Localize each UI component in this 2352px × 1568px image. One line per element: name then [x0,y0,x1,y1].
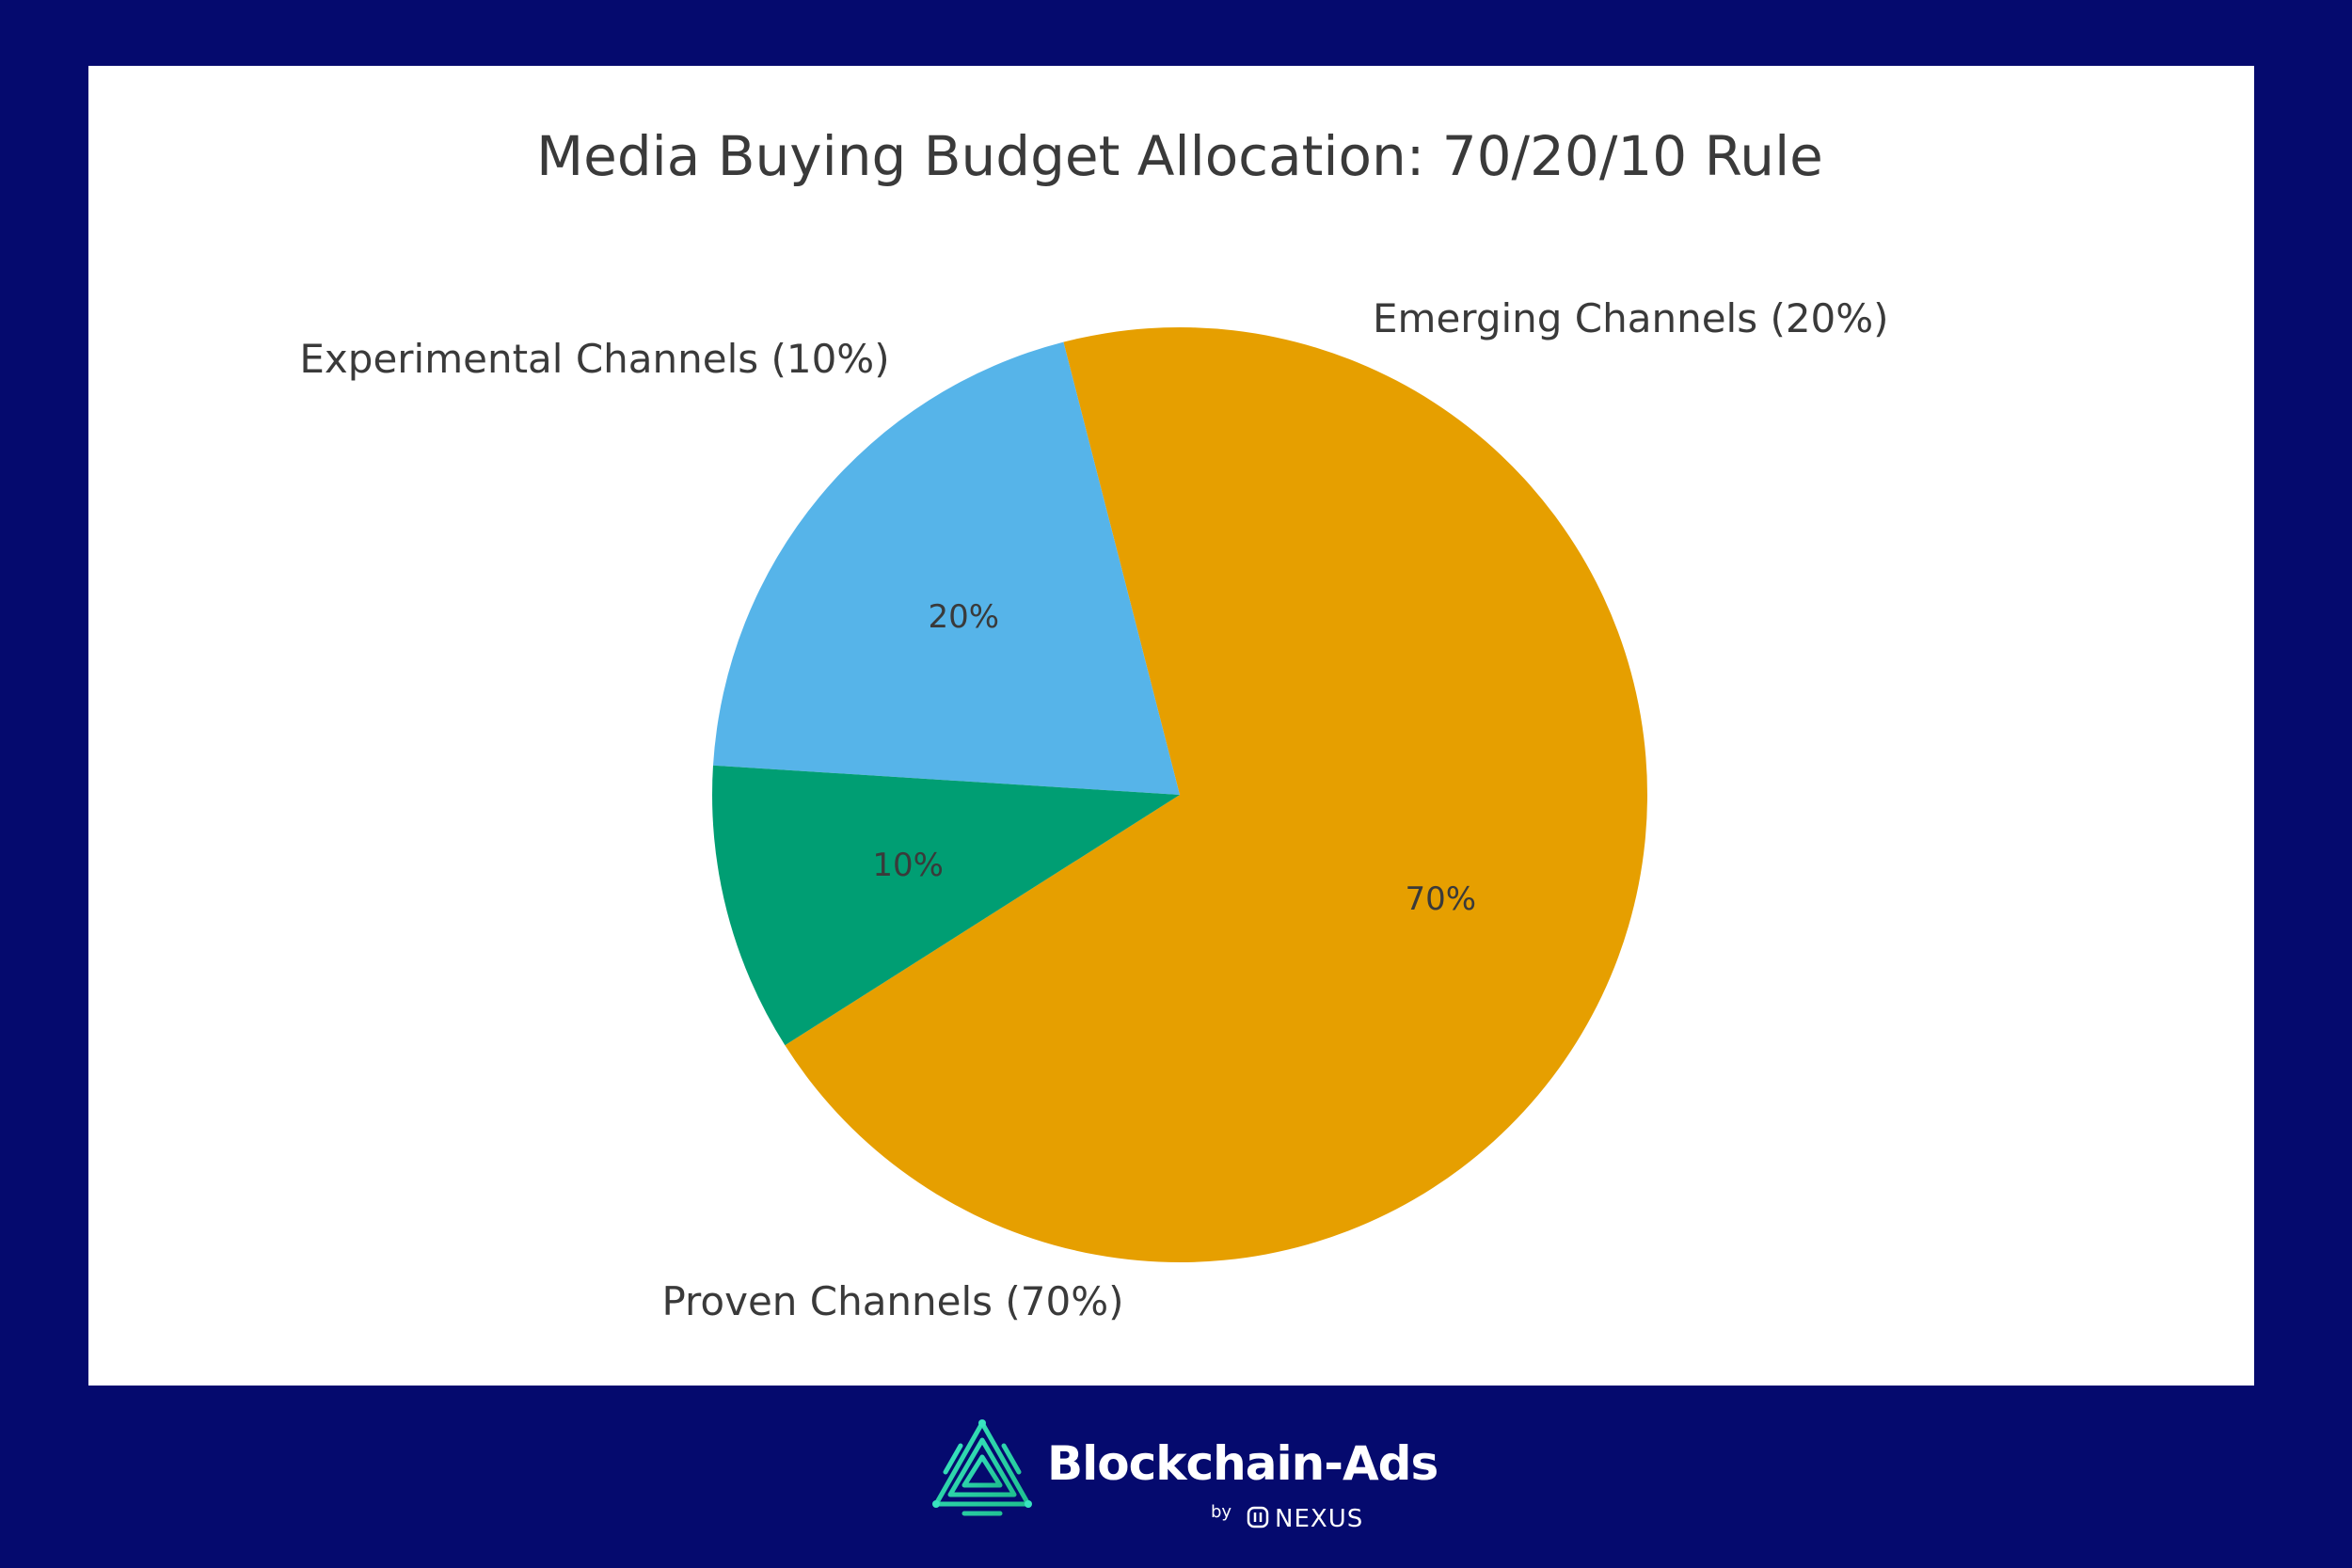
pie-slice-label-2: Emerging Channels (20%) [1373,295,1889,341]
pie-slice-label-3: Experimental Channels (10%) [299,336,889,382]
pie-slice-labels: Proven Channels (70%) Emerging Channels (… [299,295,1888,1324]
pie-chart: Media Buying Budget Allocation: 70/20/10… [299,124,1888,1324]
brand-by: by [1211,1502,1232,1522]
nexus-logo-icon [1247,1506,1269,1528]
brand-name: Blockchain-Ads [1047,1436,1438,1491]
pie-slice-label-1: Proven Channels (70%) [661,1278,1123,1324]
pie-percent-labels: 70% 20% 10% [872,598,1476,918]
chart-title: Media Buying Budget Allocation: 70/20/10… [536,124,1823,188]
pie-slice-2 [712,341,1180,795]
pie-percent-label-1: 70% [1405,880,1476,918]
blockchain-ads-logo-icon [932,1419,1032,1516]
chart-panel: Media Buying Budget Allocation: 70/20/10… [88,66,2254,1386]
pie-slice-3 [712,765,1180,1046]
pie-percent-label-3: 10% [872,847,944,884]
brand-partner: NEXUS [1275,1505,1364,1533]
brand-logo: Blockchain-Ads by NEXUS [927,1416,1438,1538]
pie-slice-1 [785,326,1647,1262]
pie-percent-label-2: 20% [928,598,999,636]
pie-slices [712,326,1647,1262]
